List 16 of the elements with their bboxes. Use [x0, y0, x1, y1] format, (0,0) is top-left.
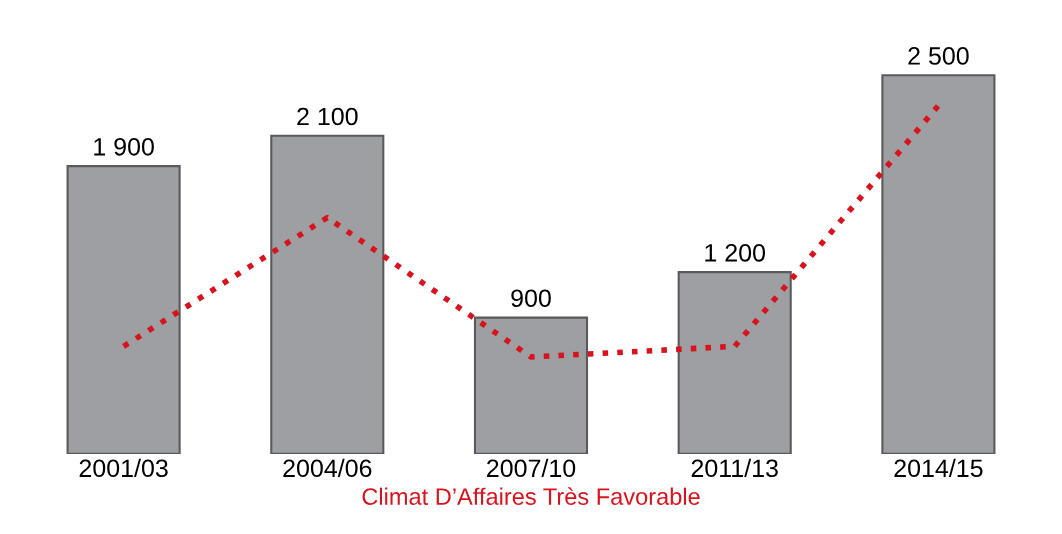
x-axis-title: Climat D’Affaires Très Favorable: [362, 487, 700, 505]
data-label: 1 900: [94, 137, 154, 156]
data-label: 2 100: [297, 107, 358, 126]
data-label: 2 500: [908, 47, 969, 65]
data-label: 900: [511, 289, 551, 308]
bar: [270, 134, 385, 454]
x-tick-label: 2001/03: [79, 458, 168, 478]
x-tick-label: 2004/06: [283, 458, 372, 478]
data-label: 1 200: [705, 243, 766, 262]
bar: [677, 271, 792, 454]
x-tick-label: 2014/15: [894, 458, 983, 478]
x-tick-label: 2007/10: [487, 458, 576, 478]
x-tick-label: 2011/13: [691, 458, 778, 478]
bar: [881, 74, 996, 454]
bar: [473, 316, 589, 454]
bar: [66, 165, 181, 454]
